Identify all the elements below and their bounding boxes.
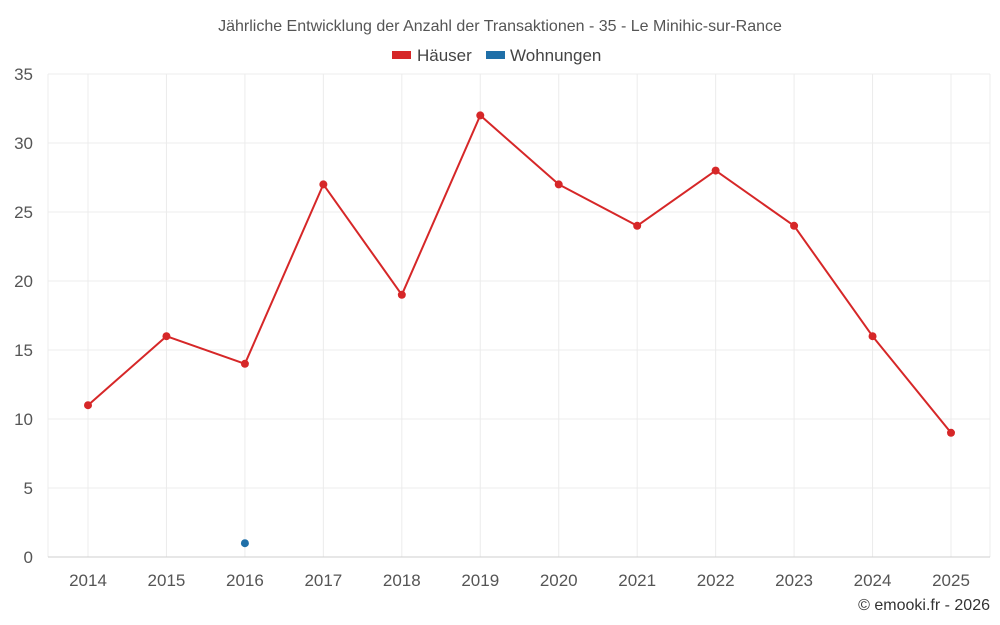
y-tick-label: 30 [14, 134, 33, 153]
y-tick-label: 15 [14, 341, 33, 360]
x-tick-label: 2020 [540, 571, 578, 590]
data-point[interactable] [476, 111, 485, 120]
series-line [87, 114, 952, 434]
data-point[interactable] [947, 428, 955, 437]
series-h-user [84, 111, 955, 437]
x-tick-label: 2018 [383, 571, 421, 590]
data-point[interactable] [240, 539, 249, 548]
legend-label: Häuser [417, 46, 472, 65]
x-axis: 2014 2015 2016 2017 2018 2019 2020 2021 2022 2023… [69, 571, 970, 590]
x-tick-label: 2015 [148, 571, 186, 590]
legend-label: Wohnungen [510, 46, 601, 65]
y-tick-label: 25 [14, 203, 33, 222]
x-tick-label: 2016 [226, 571, 264, 590]
legend: Häuser Wohnungen [392, 46, 601, 65]
x-tick-label: 2019 [461, 571, 499, 590]
legend-swatch [392, 51, 411, 59]
data-point[interactable] [84, 401, 92, 410]
x-tick-label: 2014 [69, 571, 107, 590]
data-point[interactable] [868, 332, 877, 341]
x-tick-label: 2022 [697, 571, 735, 590]
legend-item-wohnungen[interactable]: Wohnungen [486, 46, 601, 65]
x-tick-label: 2017 [304, 571, 342, 590]
data-point[interactable] [633, 221, 642, 230]
x-tick-label: 2024 [854, 571, 892, 590]
data-point[interactable] [711, 166, 720, 175]
grid [47, 73, 991, 558]
data-point[interactable] [554, 180, 563, 189]
legend-swatch [486, 51, 505, 59]
x-tick-label: 2025 [932, 571, 970, 590]
data-point[interactable] [162, 332, 171, 341]
data-point[interactable] [397, 290, 406, 299]
data-point[interactable] [790, 221, 799, 230]
credit-text: © emooki.fr - 2026 [858, 597, 990, 614]
chart-title: Jährliche Entwicklung der Anzahl der Tra… [218, 18, 782, 35]
series-layer [84, 111, 955, 548]
y-tick-label: 10 [14, 410, 33, 429]
y-tick-label: 0 [24, 548, 33, 567]
data-point[interactable] [319, 180, 328, 189]
y-tick-label: 35 [14, 65, 33, 84]
data-point[interactable] [240, 359, 249, 368]
y-tick-label: 5 [24, 479, 33, 498]
y-axis: 0 5 10 15 20 25 30 35 [14, 65, 33, 567]
x-tick-label: 2023 [775, 571, 813, 590]
x-tick-label: 2021 [618, 571, 656, 590]
series-wohnungen [240, 539, 249, 548]
legend-item-h-user[interactable]: Häuser [392, 46, 472, 65]
y-tick-label: 20 [14, 272, 33, 291]
